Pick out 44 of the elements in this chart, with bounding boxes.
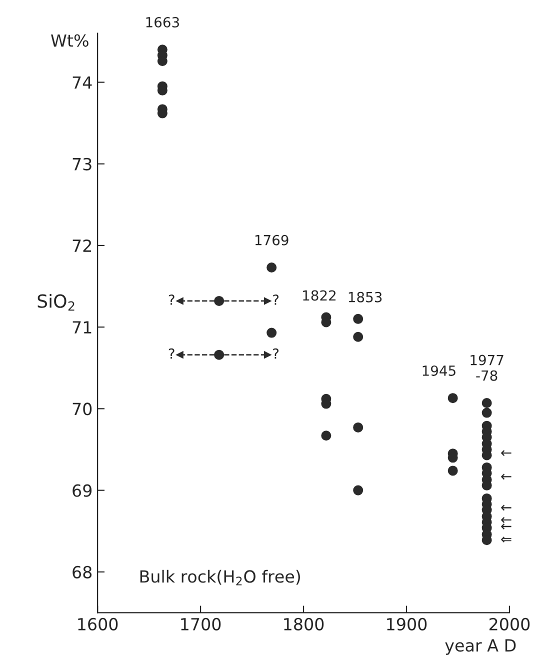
y-tick-label: 71 (72, 321, 92, 334)
y-axis-title: SiO$_{2}$ (38, 294, 74, 311)
x-tick-label: 1900 (387, 618, 427, 630)
annotation: 1822 (303, 290, 336, 301)
point (482, 408, 492, 418)
point (353, 314, 364, 324)
annotation: ? (168, 294, 174, 305)
text: Wt% (51, 34, 88, 47)
annotation: 1945 (422, 365, 456, 376)
y-tick-label: 73 (72, 158, 92, 170)
point (353, 422, 364, 432)
point (482, 398, 492, 408)
point (266, 262, 277, 273)
point (448, 466, 458, 476)
annotation: ? (273, 294, 279, 305)
annotation: ? (168, 348, 174, 359)
annotation: ⇐ (501, 536, 512, 543)
annotation: ? (273, 348, 279, 359)
x-tick-label: 1800 (284, 618, 324, 630)
point (353, 332, 364, 342)
x-tick-label: 1600 (78, 618, 118, 630)
point (448, 393, 458, 404)
point (321, 430, 332, 441)
x-axis-title: year A D (445, 639, 516, 655)
annotation: 1769 (255, 234, 288, 246)
y-tick-label: 74 (72, 76, 92, 89)
point (214, 296, 224, 306)
y-tick-label: 70 (72, 402, 92, 416)
annotation: 1977 -78 (470, 354, 504, 381)
x-tick-label: 1700 (181, 618, 221, 630)
annotation: 1663 (146, 16, 179, 28)
annotation: Bulk rock(H$_{2}$O free) (140, 570, 300, 586)
y-tick-label: 68 (72, 566, 92, 578)
annotation: ← (501, 474, 512, 480)
point (353, 485, 364, 496)
annotation: ← (501, 450, 512, 456)
annotation: 1853 (348, 292, 382, 302)
annotation: ← (501, 504, 512, 511)
x-tick-label: 2000 (489, 618, 530, 630)
y-tick-label: 69 (72, 484, 92, 497)
annotation: ← (501, 524, 512, 530)
point (266, 328, 277, 338)
annotation: ← (501, 517, 512, 523)
y-tick-label: 72 (72, 239, 92, 252)
